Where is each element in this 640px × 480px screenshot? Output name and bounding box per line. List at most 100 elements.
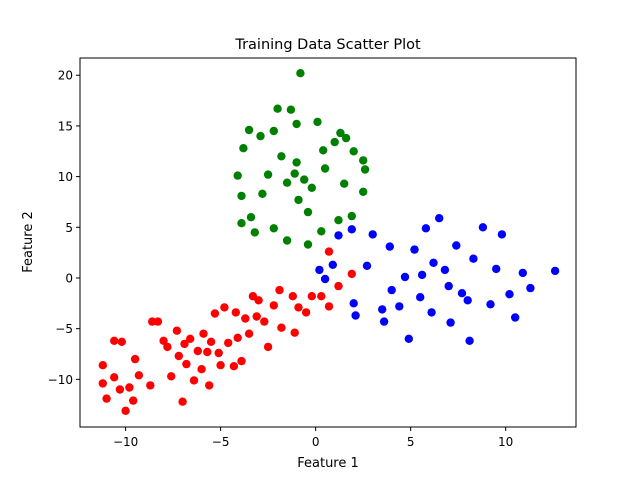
data-point [359,156,368,165]
data-point [387,285,396,295]
data-point [400,272,410,282]
data-point [205,381,214,390]
data-point [404,334,413,343]
data-point [199,329,208,338]
data-point [457,289,467,298]
data-point [252,312,261,321]
x-axis: −10 −5 0 5 10 [113,427,513,449]
data-point [134,371,144,380]
data-point [273,104,282,113]
data-point [210,309,220,318]
data-point [121,406,130,415]
data-point [362,261,372,270]
x-tick-label: 10 [498,435,513,449]
data-point [435,214,444,223]
data-point [288,292,297,301]
data-point [277,152,286,161]
data-point [417,270,427,280]
plot-area [98,69,560,415]
data-point [360,165,370,174]
data-point [463,296,472,305]
data-point [315,265,324,275]
data-point [216,361,225,370]
data-point [340,179,349,188]
data-point [511,313,520,322]
data-point [117,337,127,346]
data-point [229,362,239,371]
data-point [410,245,419,254]
y-axis: −10 −5 0 5 10 15 20 [48,69,80,387]
x-tick-label: 5 [407,435,415,449]
data-point [256,131,265,141]
data-point [478,223,488,232]
data-point [307,292,316,301]
data-point [231,308,240,317]
data-point [319,146,328,155]
data-point [290,328,299,337]
data-point [153,317,163,326]
data-point [115,385,125,394]
data-point [286,105,296,114]
data-point [244,329,254,338]
data-point [292,158,301,167]
data-point [189,376,199,385]
data-point [159,336,168,345]
data-point [486,300,495,309]
data-point [452,241,461,250]
data-point [385,242,394,251]
data-point [429,258,438,267]
data-point [320,164,330,173]
data-point [241,314,250,323]
data-point [282,236,292,245]
data-point [334,216,343,225]
y-tick-label: 0 [65,271,73,285]
x-tick-label: −10 [113,435,138,449]
data-point [341,133,351,143]
data-point [146,381,155,390]
data-point [334,281,343,291]
data-point [224,338,233,348]
data-point [237,356,246,366]
data-point [233,333,242,342]
data-point [336,128,345,138]
data-point [351,311,360,320]
data-point [180,339,189,349]
data-point [277,323,286,332]
data-point [220,303,229,312]
data-point [269,224,278,233]
data-point [172,326,182,335]
chart-title: Training Data Scatter Plot [234,37,421,53]
data-point [359,187,368,196]
data-point [349,299,358,308]
data-point [324,247,334,256]
data-point [258,189,267,198]
data-point [303,207,313,217]
data-point [237,219,246,228]
data-point [334,231,343,240]
data-point [98,379,108,388]
data-point [263,342,273,352]
data-point [427,308,436,317]
data-point [239,144,248,153]
data-point [313,117,322,127]
data-point [197,365,206,374]
data-point [193,346,202,356]
data-point [465,336,474,345]
data-point [263,170,273,179]
data-point [246,213,256,222]
data-point [125,383,134,392]
data-point [378,305,387,314]
data-point [269,301,278,310]
y-tick-label: 5 [65,221,73,235]
data-point [379,317,389,326]
y-tick-label: −5 [55,322,73,336]
data-point [178,397,187,406]
data-point [526,283,535,293]
data-point [320,274,330,284]
data-point [347,225,356,234]
data-point [328,260,337,269]
data-point [214,348,223,358]
x-tick-label: 0 [312,435,320,449]
